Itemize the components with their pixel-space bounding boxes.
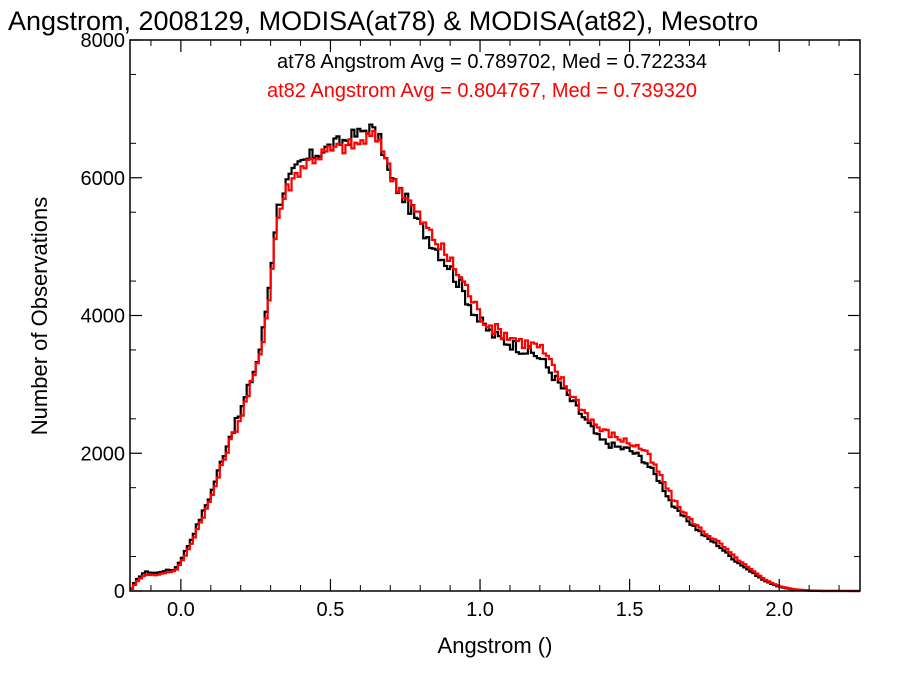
- y-tick-label: 8000: [81, 30, 126, 52]
- x-axis-label: Angstrom (): [438, 633, 553, 658]
- y-tick-label: 4000: [81, 306, 126, 328]
- histogram-series-at82: [130, 129, 860, 593]
- legend: at78 Angstrom Avg = 0.789702, Med = 0.72…: [267, 51, 707, 102]
- chart-title: Angstrom, 2008129, MODISA(at78) & MODISA…: [8, 6, 758, 36]
- x-tick-label: 2.0: [765, 599, 793, 621]
- series-layer: [130, 123, 860, 593]
- y-tick-label: 6000: [81, 168, 126, 190]
- axes-layer: 0.0 0.5 1.0 1.5 2.0 0 2000 4000 6000 8000: [81, 30, 861, 621]
- y-axis-label: Number of Observations: [27, 197, 52, 435]
- legend-entry-at78: at78 Angstrom Avg = 0.789702, Med = 0.72…: [277, 51, 707, 73]
- y-tick-label: 0: [114, 581, 125, 603]
- x-tick-label: 1.0: [466, 599, 494, 621]
- y-tick-label: 2000: [81, 443, 126, 465]
- legend-entry-at82: at82 Angstrom Avg = 0.804767, Med = 0.73…: [267, 80, 697, 102]
- x-tick-label: 0.0: [167, 599, 195, 621]
- x-tick-label: 0.5: [317, 599, 345, 621]
- x-tick-label: 1.5: [616, 599, 644, 621]
- plot-frame: [129, 39, 861, 592]
- histogram-series-at78: [130, 123, 860, 593]
